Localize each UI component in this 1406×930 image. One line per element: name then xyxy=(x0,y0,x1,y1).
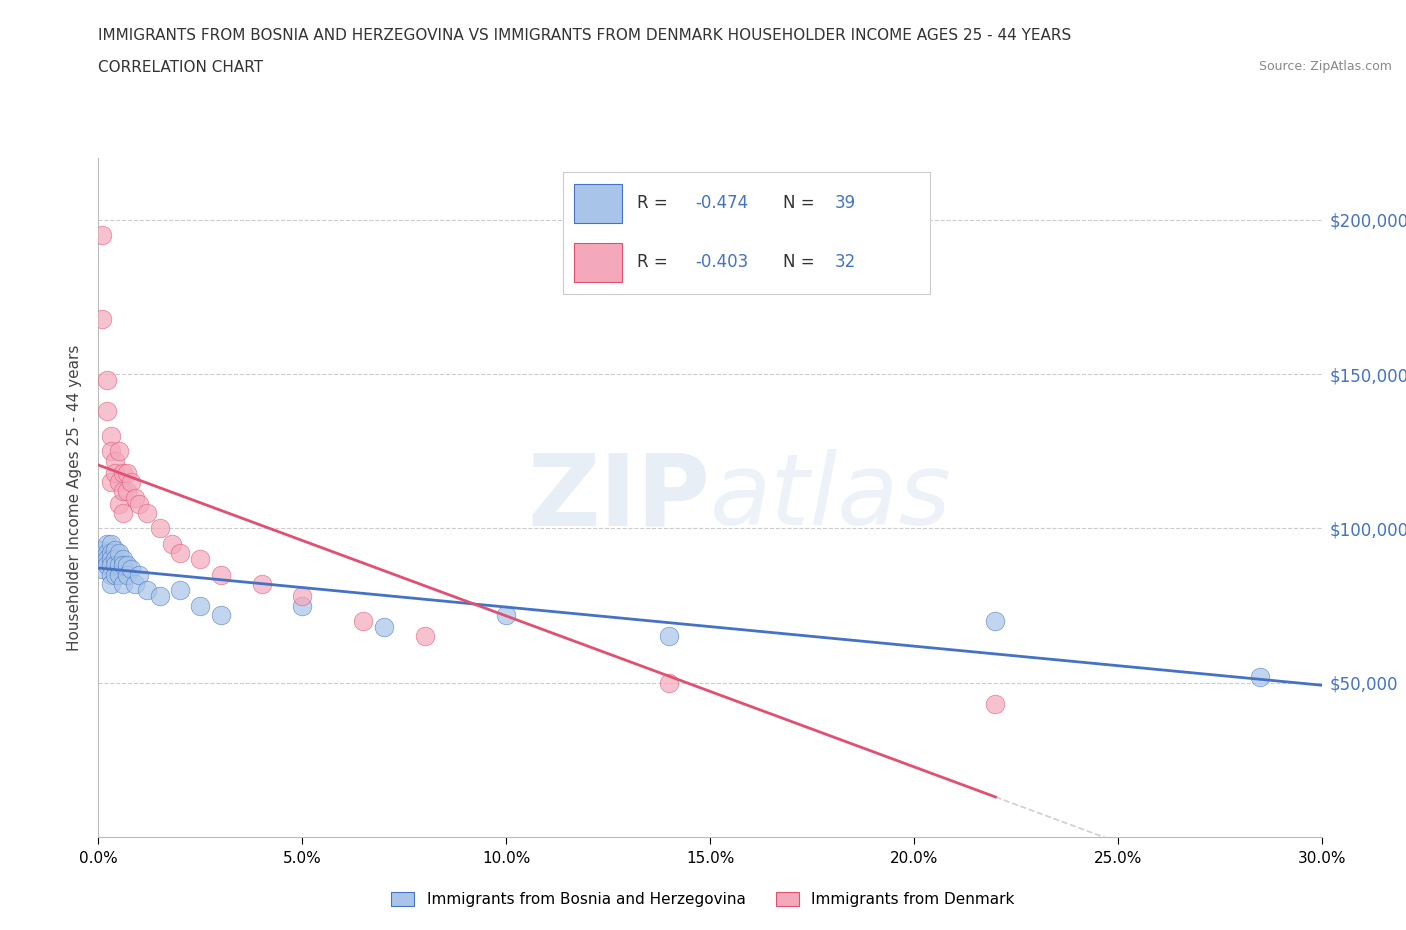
Point xyxy=(96,551,118,566)
Point xyxy=(96,546,118,561)
Point xyxy=(111,484,134,498)
Point xyxy=(291,598,314,613)
Point xyxy=(100,577,122,591)
Point xyxy=(149,589,172,604)
Point xyxy=(188,598,212,613)
Point xyxy=(115,465,138,480)
Point xyxy=(658,675,681,690)
Point xyxy=(108,567,131,582)
Point xyxy=(96,373,118,388)
Point xyxy=(149,521,172,536)
Point xyxy=(209,567,232,582)
Point xyxy=(100,444,122,458)
Text: IMMIGRANTS FROM BOSNIA AND HERZEGOVINA VS IMMIGRANTS FROM DENMARK HOUSEHOLDER IN: IMMIGRANTS FROM BOSNIA AND HERZEGOVINA V… xyxy=(98,28,1071,43)
Point xyxy=(160,537,183,551)
Point xyxy=(115,558,138,573)
Point xyxy=(108,558,131,573)
Point xyxy=(136,506,159,521)
Point xyxy=(984,614,1007,629)
Point xyxy=(104,567,127,582)
Point xyxy=(136,583,159,598)
Legend: Immigrants from Bosnia and Herzegovina, Immigrants from Denmark: Immigrants from Bosnia and Herzegovina, … xyxy=(385,885,1021,913)
Point xyxy=(128,497,150,512)
Text: Source: ZipAtlas.com: Source: ZipAtlas.com xyxy=(1258,60,1392,73)
Point xyxy=(100,474,122,489)
Text: ZIP: ZIP xyxy=(527,449,710,546)
Point xyxy=(104,551,127,566)
Point xyxy=(96,537,118,551)
Point xyxy=(91,561,114,576)
Point xyxy=(111,465,134,480)
Text: atlas: atlas xyxy=(710,449,952,546)
Point xyxy=(91,551,114,566)
Point xyxy=(1249,669,1271,684)
Point xyxy=(169,583,191,598)
Point xyxy=(111,506,134,521)
Point xyxy=(169,546,191,561)
Point xyxy=(111,558,134,573)
Point xyxy=(188,551,212,566)
Point xyxy=(120,474,142,489)
Point xyxy=(115,567,138,582)
Point xyxy=(373,619,395,634)
Point xyxy=(495,607,517,622)
Point xyxy=(108,546,131,561)
Point xyxy=(291,589,314,604)
Text: CORRELATION CHART: CORRELATION CHART xyxy=(98,60,263,75)
Point xyxy=(108,474,131,489)
Point xyxy=(104,542,127,557)
Point xyxy=(124,490,146,505)
Point xyxy=(100,546,122,561)
Point xyxy=(91,542,114,557)
Point xyxy=(100,567,122,582)
Point xyxy=(91,312,114,326)
Point xyxy=(250,577,273,591)
Point xyxy=(100,429,122,444)
Point xyxy=(108,444,131,458)
Point xyxy=(104,465,127,480)
Point xyxy=(115,484,138,498)
Point xyxy=(108,497,131,512)
Point xyxy=(100,551,122,566)
Point xyxy=(111,551,134,566)
Point xyxy=(111,577,134,591)
Point xyxy=(352,614,374,629)
Point xyxy=(658,629,681,644)
Point xyxy=(209,607,232,622)
Point xyxy=(100,558,122,573)
Y-axis label: Householder Income Ages 25 - 44 years: Householder Income Ages 25 - 44 years xyxy=(67,344,83,651)
Point xyxy=(96,558,118,573)
Point xyxy=(100,537,122,551)
Point xyxy=(124,577,146,591)
Point xyxy=(120,561,142,576)
Point xyxy=(91,228,114,243)
Point xyxy=(104,558,127,573)
Point xyxy=(984,697,1007,711)
Point xyxy=(104,453,127,468)
Point xyxy=(96,404,118,418)
Point xyxy=(413,629,436,644)
Point xyxy=(128,567,150,582)
